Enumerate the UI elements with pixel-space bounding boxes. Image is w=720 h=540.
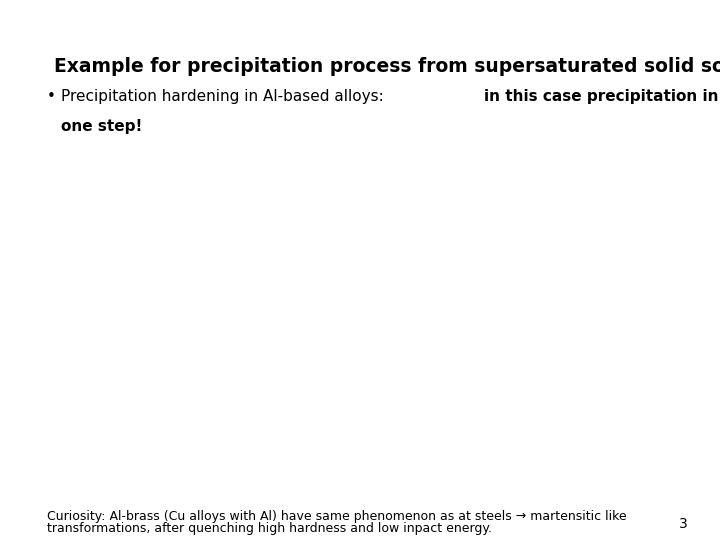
- Text: Curiosity: Al-brass (Cu alloys with Al) have same phenomenon as at steels → mart: Curiosity: Al-brass (Cu alloys with Al) …: [47, 510, 626, 523]
- Text: in this case precipitation in more than: in this case precipitation in more than: [484, 89, 720, 104]
- Text: Precipitation hardening in Al-based alloys:: Precipitation hardening in Al-based allo…: [61, 89, 389, 104]
- Text: one step!: one step!: [61, 119, 143, 134]
- Text: 3: 3: [679, 517, 688, 531]
- Text: Example for precipitation process from supersaturated solid solution: Example for precipitation process from s…: [54, 57, 720, 76]
- Text: •: •: [47, 89, 55, 104]
- Text: transformations, after quenching high hardness and low inpact energy.: transformations, after quenching high ha…: [47, 522, 492, 535]
